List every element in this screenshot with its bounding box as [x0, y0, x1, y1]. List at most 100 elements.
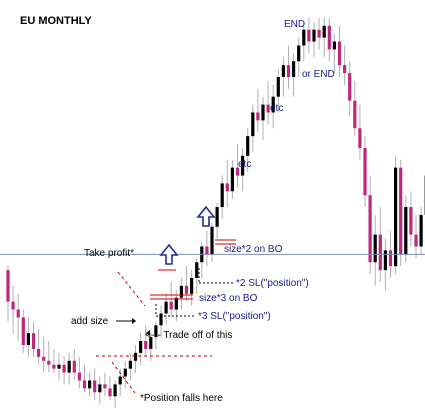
candle-bear: [6, 270, 10, 302]
annotation-sl-3: *3 SL("position"): [198, 311, 271, 322]
candle-bear: [368, 195, 372, 263]
candle-bear: [37, 348, 41, 357]
annotation-add-size: add size: [71, 316, 109, 327]
annotation-etc-lower: etc: [238, 159, 251, 170]
candle-bull: [67, 360, 71, 373]
candle-bear: [266, 104, 270, 113]
annotation-take-profit: Take profit*: [84, 248, 134, 259]
candle-bear: [317, 29, 321, 38]
candle-bear: [399, 167, 403, 255]
candle-bear: [353, 100, 357, 129]
annotation-end-top: END: [284, 19, 305, 30]
candle-bull: [26, 333, 30, 345]
candle-bear: [205, 246, 209, 255]
candle-bull: [88, 380, 92, 389]
candles-group: [6, 17, 425, 409]
candle-bear: [307, 29, 311, 42]
candle-bear: [409, 207, 413, 235]
candle-bull: [174, 297, 178, 310]
candle-bull: [113, 384, 117, 397]
candle-bear: [16, 309, 20, 318]
candle-bear: [72, 360, 76, 373]
candle-bull: [210, 226, 214, 255]
candle-bear: [343, 65, 347, 74]
candle-bear: [108, 388, 112, 397]
candle-bull: [241, 155, 245, 176]
breakout-up-arrow-icon: [159, 243, 179, 265]
candle-bear: [256, 112, 260, 121]
candle-bear: [31, 333, 36, 349]
red-dashed-take-profit-line: [117, 271, 146, 307]
candle-bear: [42, 356, 46, 361]
breakout-up-arrow-icon: [196, 205, 216, 227]
candle-bear: [348, 73, 352, 101]
candle-bear: [144, 341, 148, 349]
candle-bear: [21, 317, 25, 345]
candle-bull: [195, 262, 199, 278]
candle-bull: [261, 104, 265, 121]
candle-bull: [230, 167, 234, 192]
candle-bull: [139, 341, 143, 353]
candle-bear: [52, 364, 56, 369]
candle-bear: [169, 301, 173, 310]
candle-bull: [190, 278, 194, 294]
annotation-trade-off: <--- Trade off of this: [145, 330, 232, 341]
candle-bear: [82, 380, 87, 389]
candle-bear: [62, 364, 66, 373]
candle-bear: [103, 384, 107, 389]
candle-bull: [322, 25, 326, 38]
candle-bull: [312, 29, 316, 42]
candle-bull: [164, 301, 168, 314]
candle-bull: [281, 65, 285, 77]
candle-bear: [358, 128, 362, 148]
candle-bull: [276, 77, 280, 97]
candle-bear: [77, 372, 81, 381]
candle-bear: [225, 183, 229, 192]
candle-bull: [271, 96, 275, 113]
candle-bull: [383, 250, 387, 271]
candle-bull: [373, 234, 377, 263]
candle-bull: [220, 183, 224, 208]
annotation-or-end: or END: [302, 69, 335, 80]
candle-bull: [179, 285, 183, 298]
candle-bear: [327, 25, 331, 50]
candle-bear: [337, 41, 342, 66]
candle-bull: [215, 207, 219, 227]
chart-title: EU MONTHLY: [20, 15, 92, 27]
candle-bull: [419, 214, 423, 247]
candle-bear: [93, 380, 97, 393]
annotation-position-falls: *Position falls here: [140, 393, 223, 404]
candle-bull: [404, 207, 408, 255]
candle-bull: [332, 41, 336, 50]
candle-bull: [394, 167, 398, 267]
candle-bull: [292, 61, 296, 77]
candle-bull: [154, 325, 158, 338]
candle-bear: [47, 360, 51, 365]
candle-bear: [388, 250, 393, 267]
candle-bull: [118, 376, 122, 385]
annotation-size-3: size*3 on BO: [199, 293, 258, 304]
candle-bear: [235, 167, 240, 176]
candle-bull: [128, 360, 132, 369]
red-dashed-position-line: [111, 361, 136, 394]
annotation-sl-2: *2 SL("position"): [236, 278, 309, 289]
annotation-etc-upper: etc: [270, 103, 283, 114]
trade-off-arrowhead: [146, 330, 150, 336]
candle-bear: [378, 234, 382, 271]
candle-bull: [98, 384, 102, 393]
candle-bear: [11, 301, 15, 310]
annotation-size-2: size*2 on BO: [224, 244, 283, 255]
candle-bull: [251, 112, 255, 137]
candle-bull: [123, 368, 127, 377]
candle-bull: [133, 352, 138, 361]
candle-bear: [414, 234, 418, 247]
candle-bull: [159, 313, 163, 326]
candle-bull: [302, 29, 306, 46]
candle-bear: [184, 285, 189, 294]
candle-bull: [297, 45, 301, 62]
candle-bear: [286, 65, 291, 77]
candle-bull: [57, 364, 61, 369]
candle-bull: [149, 337, 153, 349]
